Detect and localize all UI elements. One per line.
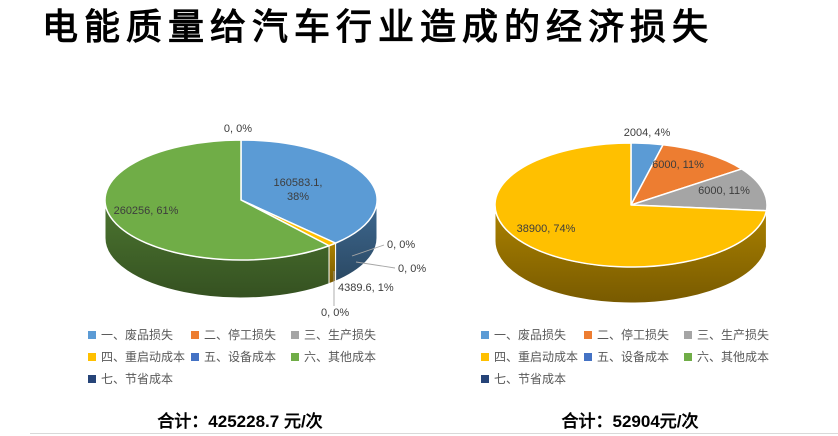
legend-label: 二、停工损失 — [204, 328, 277, 342]
pie2-slice-4[interactable] — [494, 142, 768, 268]
legend-item-6[interactable]: 六、其他成本 — [684, 349, 769, 365]
total-left: 合计：425228.7 元/次 — [157, 412, 323, 431]
legend-label: 七、节省成本 — [494, 372, 567, 386]
pie1-label-5: 0, 0% — [321, 307, 349, 319]
pie2-slice-2[interactable] — [630, 143, 743, 206]
legend-swatch-icon — [291, 353, 299, 361]
pie1-slice-6[interactable] — [104, 139, 330, 261]
legend-item-2[interactable]: 二、停工损失 — [191, 327, 291, 343]
legend-swatch-icon — [481, 331, 489, 339]
legend-label: 三、生产损失 — [304, 328, 377, 342]
legend-label: 六、其他成本 — [304, 350, 377, 364]
bottom-divider — [30, 433, 838, 434]
legend-swatch-icon — [88, 353, 96, 361]
legend-label: 二、停工损失 — [597, 328, 670, 342]
pie1-label-4: 4389.6, 1% — [338, 282, 394, 294]
legend-label: 一、废品损失 — [494, 328, 567, 342]
legend-swatch-icon — [584, 331, 592, 339]
page-title: 电能质量给汽车行业造成的经济损失 — [42, 6, 715, 47]
label-leader-line — [351, 244, 385, 257]
pie2-label-2: 6000, 11% — [652, 159, 704, 171]
legend-swatch-icon — [191, 331, 199, 339]
legend-label: 三、生产损失 — [697, 328, 770, 342]
legend-item-3[interactable]: 三、生产损失 — [291, 327, 376, 343]
legend-item-5[interactable]: 五、设备成本 — [584, 349, 684, 365]
legend-swatch-icon — [684, 331, 692, 339]
legend-item-1[interactable]: 一、废品损失 — [88, 327, 191, 343]
pie-charts-svg: 160583.1, 38% 0, 0% 0, 0% 4389.6, 1% 0, 0% 260… — [104, 123, 768, 319]
legend-item-7[interactable]: 七、节省成本 — [88, 371, 191, 387]
legend-item-4[interactable]: 四、重启动成本 — [88, 349, 191, 365]
legend-label: 四、重启动成本 — [494, 350, 579, 364]
legend-swatch-icon — [481, 353, 489, 361]
pie1-label-7: 0, 0% — [224, 123, 252, 135]
legend-swatch-icon — [481, 375, 489, 383]
legend-label: 四、重启动成本 — [101, 350, 186, 364]
pie1-label-1: 160583.1, 38% — [274, 177, 323, 203]
legend-right: 一、废品损失 二、停工损失 三、生产损失四、重启动成本 五、设备成本 六、其他成本七、节… — [481, 327, 769, 387]
legend-swatch-icon — [88, 375, 96, 383]
legend-label: 五、设备成本 — [204, 350, 277, 364]
pie1-slice-1[interactable] — [240, 139, 378, 244]
total-right: 合计：52904元/次 — [561, 412, 699, 431]
pie2-slice-3[interactable] — [630, 168, 768, 212]
legend-swatch-icon — [584, 353, 592, 361]
legend-label: 六、其他成本 — [697, 350, 770, 364]
legend-swatch-icon — [684, 353, 692, 361]
legend-label: 五、设备成本 — [597, 350, 670, 364]
pie2-label-1: 2004, 4% — [624, 127, 671, 139]
pie1-label-2: 0, 0% — [387, 239, 415, 251]
legend-item-1[interactable]: 一、废品损失 — [481, 327, 584, 343]
legend-item-6[interactable]: 六、其他成本 — [291, 349, 376, 365]
legend-item-4[interactable]: 四、重启动成本 — [481, 349, 584, 365]
legend-item-7[interactable]: 七、节省成本 — [481, 371, 584, 387]
legend-item-3[interactable]: 三、生产损失 — [684, 327, 769, 343]
legend-label: 七、节省成本 — [101, 372, 174, 386]
legend-label: 一、废品损失 — [101, 328, 174, 342]
legend-left: 一、废品损失 二、停工损失 三、生产损失四、重启动成本 五、设备成本 六、其他成本七、节… — [88, 327, 376, 387]
pie2-label-4: 38900, 74% — [517, 223, 576, 235]
legend-item-5[interactable]: 五、设备成本 — [191, 349, 291, 365]
pie2-label-3: 6000, 11% — [698, 185, 750, 197]
label-leader-line — [355, 261, 396, 269]
legend-swatch-icon — [88, 331, 96, 339]
pie1-label-3: 0, 0% — [398, 263, 426, 275]
pie1-slice-4-side[interactable] — [328, 242, 337, 285]
legend-swatch-icon — [191, 353, 199, 361]
pie1-label-6: 260256, 61% — [114, 205, 179, 217]
legend-item-2[interactable]: 二、停工损失 — [584, 327, 684, 343]
legend-swatch-icon — [291, 331, 299, 339]
